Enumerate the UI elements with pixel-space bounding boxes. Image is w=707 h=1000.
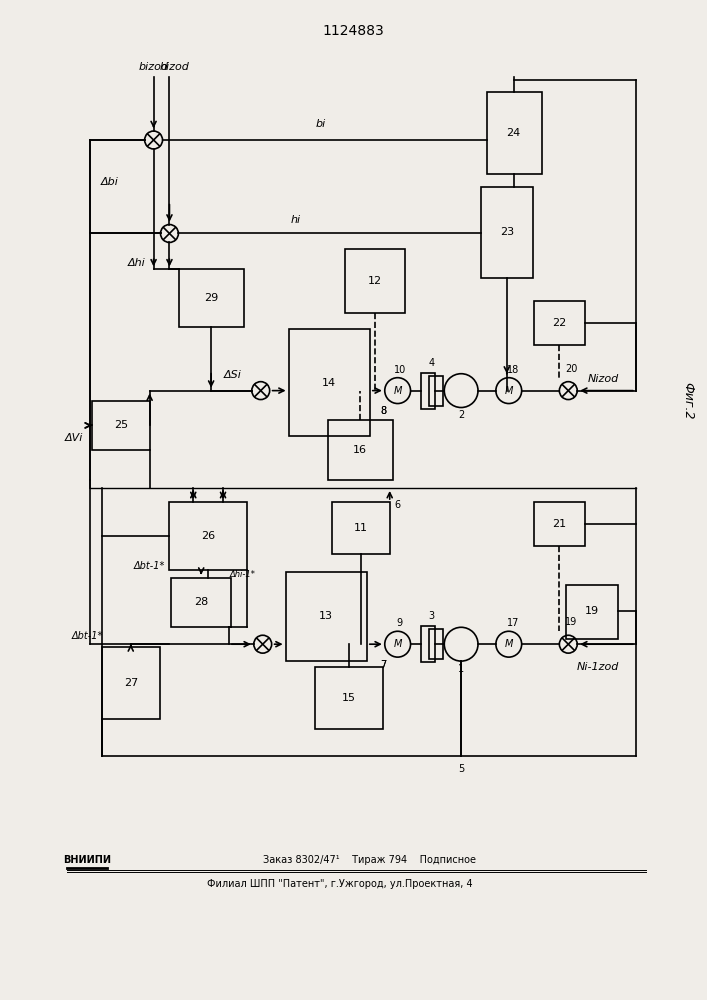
Text: Фиг.2: Фиг.2: [681, 382, 694, 419]
Text: 4: 4: [428, 358, 434, 368]
Text: M: M: [394, 639, 402, 649]
Text: Δbt-1*: Δbt-1*: [71, 631, 103, 641]
Text: 20: 20: [565, 364, 578, 374]
Text: 8: 8: [380, 406, 387, 416]
Bar: [170, 502, 247, 570]
Text: M: M: [394, 386, 402, 396]
Text: 15: 15: [342, 693, 356, 703]
Text: 7: 7: [380, 660, 387, 670]
Bar: [92, 401, 150, 450]
Text: 17: 17: [506, 618, 519, 628]
Text: Δbi: Δbi: [101, 177, 119, 187]
Text: 16: 16: [353, 445, 367, 455]
Text: hi: hi: [291, 215, 300, 225]
Text: 14: 14: [322, 378, 337, 388]
Text: bi: bi: [315, 119, 325, 129]
Text: 3: 3: [428, 611, 434, 621]
Bar: [180, 269, 244, 327]
Bar: [345, 249, 404, 313]
Bar: [286, 572, 367, 661]
Bar: [566, 585, 618, 639]
Text: Nizod: Nizod: [588, 374, 619, 384]
Bar: [429, 376, 443, 406]
Bar: [328, 420, 392, 480]
Text: Заказ 8302/47¹    Тираж 794    Подписное: Заказ 8302/47¹ Тираж 794 Подписное: [264, 855, 477, 865]
Bar: [288, 329, 370, 436]
Text: 1124883: 1124883: [322, 24, 384, 38]
Text: 19: 19: [585, 606, 599, 616]
Text: 1: 1: [458, 664, 464, 674]
Text: Ni-1zod: Ni-1zod: [577, 662, 619, 672]
Text: bizod: bizod: [139, 62, 168, 72]
Text: 26: 26: [201, 531, 215, 541]
Text: 5: 5: [458, 764, 464, 774]
Text: Филиал ШПП "Патент", г.Ужгород, ул.Проектная, 4: Филиал ШПП "Патент", г.Ужгород, ул.Проек…: [207, 879, 473, 889]
Text: Δbt-1*: Δbt-1*: [134, 561, 165, 571]
Text: 29: 29: [204, 293, 218, 303]
Text: 12: 12: [368, 276, 382, 286]
Bar: [171, 578, 231, 627]
Text: ΔVi: ΔVi: [65, 433, 83, 443]
Bar: [481, 187, 532, 278]
Text: 23: 23: [500, 227, 514, 237]
Text: 13: 13: [320, 611, 333, 621]
Bar: [487, 92, 542, 174]
Bar: [534, 301, 585, 345]
Text: 27: 27: [124, 678, 138, 688]
Text: 11: 11: [354, 523, 368, 533]
Text: ВНИИПИ: ВНИИПИ: [63, 855, 111, 865]
Text: 8: 8: [380, 406, 387, 416]
Text: 9: 9: [397, 618, 403, 628]
Text: 25: 25: [114, 420, 128, 430]
Text: M: M: [505, 386, 513, 396]
Text: 6: 6: [395, 500, 401, 510]
Text: M: M: [505, 639, 513, 649]
Text: 24: 24: [507, 128, 521, 138]
Text: 21: 21: [552, 519, 566, 529]
Text: hizod: hizod: [160, 62, 189, 72]
Bar: [534, 502, 585, 546]
Bar: [332, 502, 390, 554]
Text: 7: 7: [380, 660, 387, 670]
Bar: [429, 629, 443, 659]
Bar: [421, 626, 436, 662]
Text: 18: 18: [507, 365, 519, 375]
Bar: [102, 647, 160, 719]
Text: 19: 19: [565, 617, 578, 627]
Bar: [421, 373, 436, 409]
Text: 22: 22: [552, 318, 566, 328]
Bar: [315, 667, 382, 729]
Text: Δhi-1*: Δhi-1*: [230, 570, 256, 579]
Text: 28: 28: [194, 597, 209, 607]
Text: ΔSi: ΔSi: [224, 370, 242, 380]
Text: 2: 2: [458, 410, 464, 420]
Text: Δhi: Δhi: [128, 258, 146, 268]
Text: 10: 10: [394, 365, 406, 375]
